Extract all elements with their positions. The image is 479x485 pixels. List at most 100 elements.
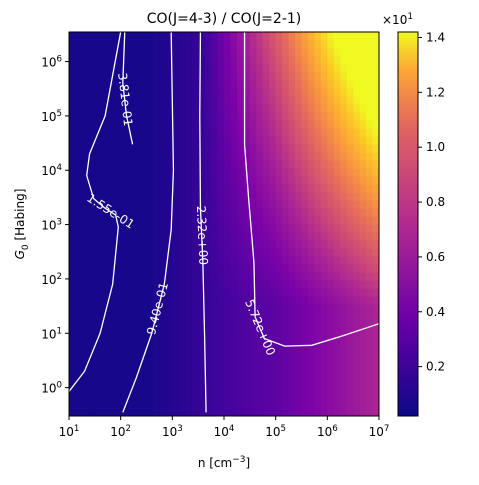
heatmap-cell: [366, 400, 374, 409]
heatmap-cell: [282, 336, 290, 345]
heatmap-cell: [333, 104, 341, 113]
heatmap-cell: [288, 256, 296, 265]
heatmap-cell: [224, 80, 232, 89]
heatmap-cell: [243, 328, 251, 337]
heatmap-cell: [185, 56, 193, 65]
heatmap-cell: [301, 112, 309, 121]
heatmap-cell: [165, 392, 173, 401]
heatmap-cell: [133, 168, 141, 177]
heatmap-cell: [185, 104, 193, 113]
heatmap-cell: [295, 160, 303, 169]
heatmap-cell: [275, 88, 283, 97]
heatmap-cell: [314, 352, 322, 361]
heatmap-cell: [243, 152, 251, 161]
heatmap-cell: [69, 344, 77, 353]
heatmap-cell: [256, 368, 264, 377]
heatmap-cell: [159, 32, 167, 41]
heatmap-cell: [211, 320, 219, 329]
heatmap-cell: [133, 88, 141, 97]
heatmap-cell: [346, 248, 354, 257]
heatmap-cell: [69, 168, 77, 177]
heatmap-cell: [372, 248, 379, 257]
heatmap-cell: [172, 360, 180, 369]
heatmap-cell: [88, 408, 96, 416]
heatmap-cell: [366, 136, 374, 145]
heatmap-cell: [178, 104, 186, 113]
heatmap-cell: [295, 368, 303, 377]
heatmap-cell: [191, 264, 199, 273]
heatmap-cell: [301, 336, 309, 345]
heatmap-cell: [159, 400, 167, 409]
heatmap-cell: [114, 280, 122, 289]
heatmap-cell: [249, 304, 257, 313]
heatmap-cell: [282, 360, 290, 369]
heatmap-cell: [198, 288, 206, 297]
heatmap-cell: [282, 168, 290, 177]
heatmap-cell: [178, 344, 186, 353]
heatmap-cell: [269, 280, 277, 289]
heatmap-cell: [204, 64, 212, 73]
heatmap-cell: [288, 40, 296, 49]
heatmap-cell: [230, 288, 238, 297]
heatmap-cell: [94, 264, 102, 273]
heatmap-cell: [366, 112, 374, 121]
heatmap-cell: [127, 152, 135, 161]
heatmap-cell: [172, 144, 180, 153]
heatmap-cell: [346, 344, 354, 353]
heatmap-cell: [366, 384, 374, 393]
heatmap-cell: [236, 344, 244, 353]
heatmap-cell: [114, 32, 122, 41]
heatmap-cell: [256, 248, 264, 257]
heatmap-cell: [230, 136, 238, 145]
heatmap-cell: [224, 168, 232, 177]
heatmap-cell: [282, 280, 290, 289]
heatmap-cell: [372, 304, 379, 313]
heatmap-cell: [236, 96, 244, 105]
heatmap-cell: [178, 152, 186, 161]
heatmap-cell: [275, 264, 283, 273]
heatmap-cell: [127, 72, 135, 81]
heatmap-cell: [159, 40, 167, 49]
heatmap-cell: [140, 408, 148, 416]
heatmap-cell: [120, 136, 128, 145]
heatmap-cell: [249, 176, 257, 185]
heatmap-cell: [256, 56, 264, 65]
heatmap-cell: [140, 280, 148, 289]
heatmap-cell: [282, 200, 290, 209]
heatmap-cell: [178, 280, 186, 289]
heatmap-cell: [327, 352, 335, 361]
heatmap-cell: [211, 280, 219, 289]
heatmap-cell: [185, 272, 193, 281]
heatmap-cell: [288, 64, 296, 73]
heatmap-cell: [236, 328, 244, 337]
heatmap-cell: [107, 272, 115, 281]
heatmap-cell: [178, 240, 186, 249]
chart-title: CO(J=4-3) / CO(J=2-1): [147, 11, 302, 27]
heatmap-cell: [314, 200, 322, 209]
heatmap-cell: [152, 80, 161, 89]
heatmap-cell: [146, 200, 154, 209]
heatmap-cell: [320, 200, 328, 209]
heatmap-cell: [346, 312, 354, 321]
heatmap-cell: [340, 32, 348, 41]
heatmap-cell: [320, 376, 328, 385]
heatmap-cell: [159, 160, 167, 169]
heatmap-cell: [236, 408, 244, 416]
heatmap-cell: [262, 368, 270, 377]
heatmap-cell: [146, 392, 154, 401]
heatmap-cell: [198, 392, 206, 401]
heatmap-cell: [346, 32, 354, 41]
heatmap-cell: [94, 144, 102, 153]
heatmap-cell: [249, 320, 257, 329]
heatmap-cell: [288, 328, 296, 337]
heatmap-cell: [249, 32, 257, 41]
heatmap-cell: [256, 192, 264, 201]
heatmap-cell: [94, 64, 102, 73]
heatmap-cell: [275, 304, 283, 313]
heatmap-cell: [159, 320, 167, 329]
heatmap-cell: [249, 48, 257, 57]
heatmap-cell: [88, 192, 96, 201]
heatmap-cell: [81, 264, 89, 273]
heatmap-cell: [340, 80, 348, 89]
heatmap-cell: [146, 376, 154, 385]
